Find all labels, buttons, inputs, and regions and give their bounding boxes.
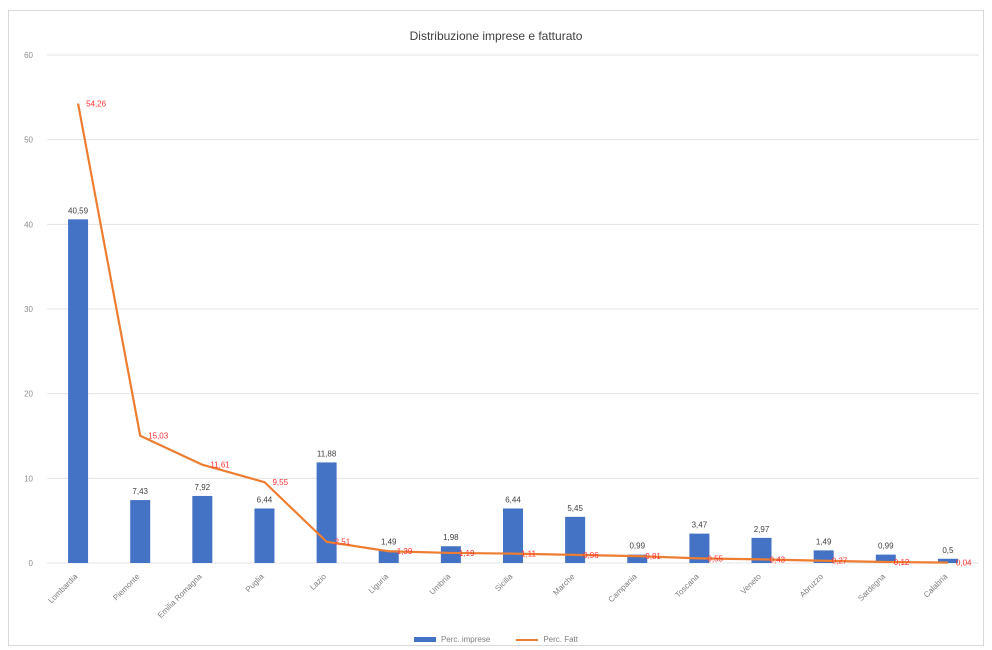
x-tick-label: Liguria bbox=[367, 572, 391, 596]
bar-data-label: 3,47 bbox=[692, 521, 708, 530]
x-tick-label: Abruzzo bbox=[798, 572, 826, 600]
bar bbox=[565, 516, 586, 563]
line-data-label: 0,55 bbox=[707, 554, 723, 563]
bar bbox=[68, 219, 89, 563]
line-data-label: 0,12 bbox=[894, 558, 910, 567]
x-tick-label: Campania bbox=[607, 572, 640, 605]
bar-data-label: 7,92 bbox=[195, 483, 211, 492]
chart-title: Distribuzione imprese e fatturato bbox=[409, 29, 583, 43]
chart-frame: Distribuzione imprese e fatturato 40,59 7… bbox=[8, 10, 984, 646]
bar-data-label: 7,43 bbox=[132, 487, 148, 496]
bar-data-label: 2,97 bbox=[754, 525, 770, 534]
x-tick-label: Puglia bbox=[244, 572, 266, 594]
x-tick-label: Lombardia bbox=[46, 572, 79, 605]
bar-data-label: 11,88 bbox=[317, 449, 337, 458]
line-data-label: 1,11 bbox=[521, 550, 537, 559]
x-tick-label: Piemonte bbox=[111, 572, 142, 603]
x-tick-label: Veneto bbox=[739, 572, 763, 596]
legend-swatch-line bbox=[516, 638, 539, 641]
x-tick-label: Marche bbox=[551, 572, 577, 598]
line-data-label: 15,03 bbox=[148, 432, 169, 441]
y-tick-label: 40 bbox=[24, 220, 33, 229]
line-data-label: 0,04 bbox=[956, 559, 972, 568]
line-data-label: 1,39 bbox=[397, 547, 413, 556]
bar-data-label: 5,45 bbox=[567, 504, 583, 513]
bar bbox=[130, 500, 151, 563]
y-tick-label: 20 bbox=[24, 390, 33, 399]
axis-labels: 0 10 20 30 40 50 60 Lombardia Piemonte Emilia Rom… bbox=[24, 51, 950, 620]
bar-data-label: 40,59 bbox=[68, 206, 89, 215]
y-tick-label: 50 bbox=[24, 136, 33, 145]
bar-data-label: 0,99 bbox=[629, 542, 645, 551]
legend-swatch-bars bbox=[413, 637, 436, 642]
x-tick-label: Sardegna bbox=[856, 572, 887, 603]
bar-data-label: 1,49 bbox=[381, 537, 397, 546]
x-tick-label: Sicilia bbox=[493, 572, 515, 594]
bar-data-label: 1,49 bbox=[816, 537, 832, 546]
bar bbox=[689, 533, 710, 563]
x-tick-label: Umbria bbox=[428, 572, 453, 597]
line-series bbox=[76, 103, 948, 564]
line-data-label: 0,27 bbox=[832, 557, 848, 566]
legend-item-bars: Perc. imprese bbox=[413, 635, 491, 644]
gridlines bbox=[47, 54, 979, 564]
y-tick-label: 30 bbox=[24, 305, 33, 314]
line-data-label: 0,81 bbox=[645, 552, 661, 561]
line-data-label: 11,61 bbox=[210, 461, 230, 470]
bar bbox=[751, 537, 772, 563]
x-tick-label: Lazio bbox=[308, 572, 328, 592]
bar-series bbox=[68, 219, 958, 563]
data-labels: 40,59 7,43 7,92 6,44 11,88 1,49 1,98 6,44 5,45 0,… bbox=[68, 100, 972, 568]
x-tick-label: Toscana bbox=[673, 572, 701, 600]
bar-data-label: 6,44 bbox=[257, 495, 273, 504]
bar bbox=[503, 508, 523, 563]
line-data-label: 54,26 bbox=[86, 100, 107, 109]
line-data-label: 2,51 bbox=[335, 538, 351, 547]
y-tick-label: 60 bbox=[24, 51, 33, 60]
line-data-label: 1,19 bbox=[459, 549, 475, 558]
bar bbox=[440, 546, 461, 563]
bar bbox=[627, 554, 648, 563]
bar-data-label: 0,5 bbox=[942, 546, 954, 555]
bar bbox=[378, 550, 399, 563]
legend-item-line: Perc. Fatt bbox=[516, 635, 578, 644]
bar bbox=[192, 495, 213, 563]
line-data-label: 9,55 bbox=[272, 478, 288, 487]
bar-data-label: 6,44 bbox=[505, 495, 521, 504]
x-tick-label: Emilia Romagna bbox=[156, 572, 204, 620]
bar bbox=[254, 508, 275, 563]
y-tick-label: 0 bbox=[29, 559, 34, 568]
y-tick-label: 10 bbox=[24, 474, 33, 483]
series-line bbox=[76, 103, 948, 564]
bar-data-label: 1,98 bbox=[443, 533, 459, 542]
x-tick-label: Calabria bbox=[922, 572, 950, 600]
line-data-label: 0,43 bbox=[770, 555, 786, 564]
bar bbox=[316, 462, 337, 563]
bar bbox=[937, 558, 958, 563]
legend-label-bars: Perc. imprese bbox=[440, 635, 491, 644]
line-data-label: 0,96 bbox=[583, 551, 599, 560]
bar bbox=[875, 554, 896, 563]
bar-data-label: 0,99 bbox=[878, 542, 894, 551]
legend-label-line: Perc. Fatt bbox=[543, 635, 579, 644]
chart-plot: 40,59 7,43 7,92 6,44 11,88 1,49 1,98 6,44 5,45 0,… bbox=[24, 51, 979, 620]
legend: Perc. imprese Perc. Fatt bbox=[9, 635, 983, 644]
